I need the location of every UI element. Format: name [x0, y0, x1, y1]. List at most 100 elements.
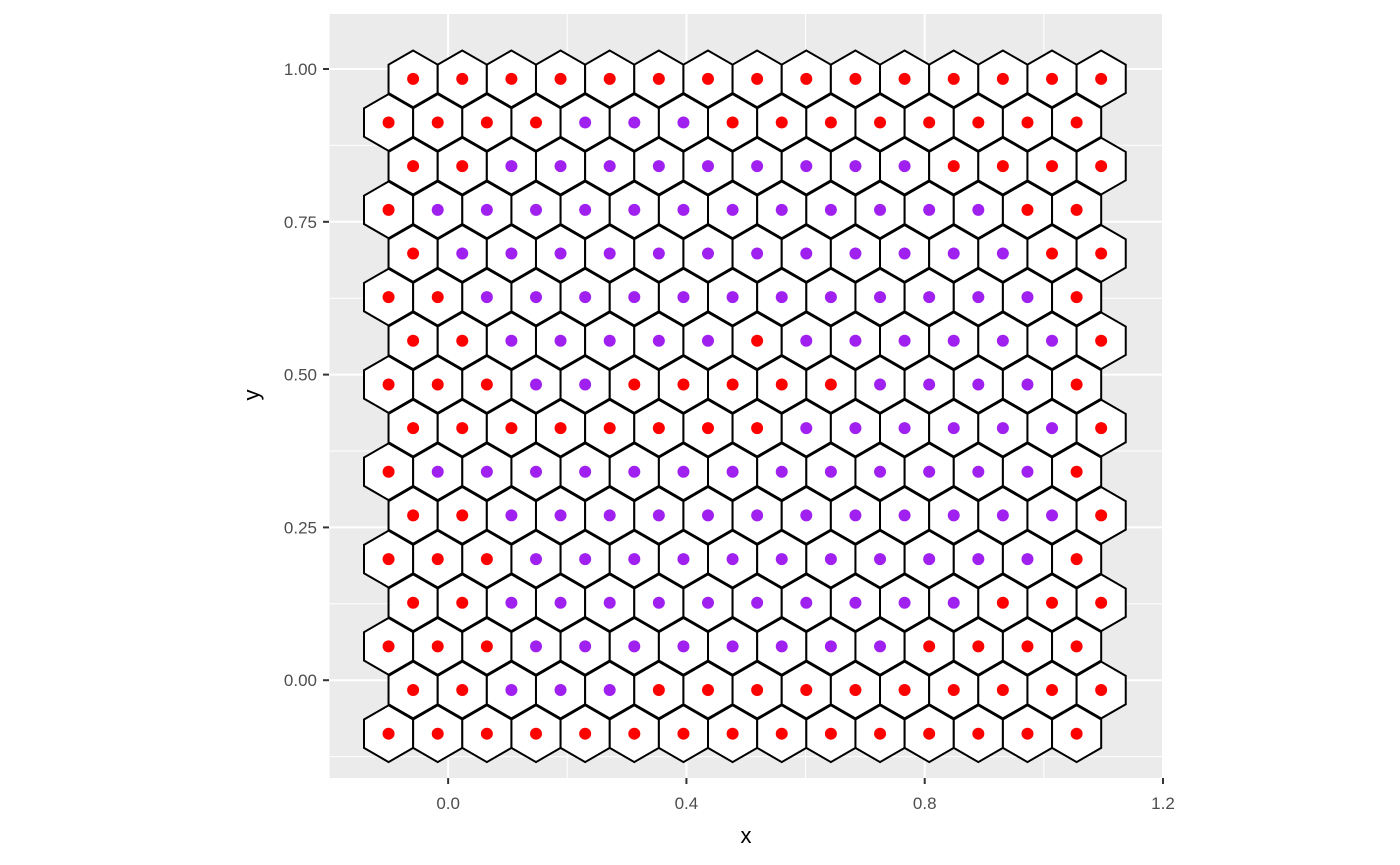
- data-point: [751, 160, 764, 173]
- data-point: [874, 378, 887, 391]
- data-point: [1070, 465, 1083, 478]
- data-point: [579, 553, 592, 566]
- data-point: [898, 596, 911, 609]
- data-point: [505, 334, 518, 347]
- data-point: [677, 727, 690, 740]
- data-point: [849, 247, 862, 260]
- data-point: [947, 72, 960, 85]
- data-point: [431, 116, 444, 129]
- data-point: [947, 684, 960, 697]
- data-point: [923, 116, 936, 129]
- data-point: [456, 684, 469, 697]
- data-point: [480, 116, 493, 129]
- data-point: [579, 291, 592, 304]
- data-point: [456, 509, 469, 522]
- data-point: [382, 553, 395, 566]
- data-point: [849, 509, 862, 522]
- data-point: [824, 553, 837, 566]
- data-point: [751, 509, 764, 522]
- data-point: [652, 334, 665, 347]
- data-point: [1046, 684, 1059, 697]
- data-point: [751, 247, 764, 260]
- data-point: [677, 378, 690, 391]
- data-point: [824, 465, 837, 478]
- data-point: [456, 334, 469, 347]
- data-point: [677, 203, 690, 216]
- data-point: [652, 509, 665, 522]
- data-point: [480, 727, 493, 740]
- data-point: [1021, 640, 1034, 653]
- data-point: [1070, 727, 1083, 740]
- x-tick-label: 1.2: [1151, 794, 1175, 813]
- data-point: [800, 422, 813, 435]
- data-point: [530, 640, 543, 653]
- data-point: [800, 247, 813, 260]
- data-point: [1095, 72, 1108, 85]
- data-point: [505, 72, 518, 85]
- data-point: [505, 247, 518, 260]
- data-point: [554, 509, 567, 522]
- data-point: [751, 596, 764, 609]
- data-point: [898, 247, 911, 260]
- data-point: [996, 247, 1009, 260]
- data-point: [431, 465, 444, 478]
- data-point: [701, 509, 714, 522]
- data-point: [996, 684, 1009, 697]
- data-point: [530, 116, 543, 129]
- data-point: [1070, 116, 1083, 129]
- x-axis-title: x: [741, 823, 752, 848]
- data-point: [726, 465, 739, 478]
- data-point: [824, 116, 837, 129]
- data-point: [652, 684, 665, 697]
- x-tick-label: 0.4: [675, 794, 699, 813]
- data-point: [800, 596, 813, 609]
- data-point: [923, 640, 936, 653]
- data-point: [1095, 334, 1108, 347]
- data-point: [972, 727, 985, 740]
- data-point: [1046, 509, 1059, 522]
- data-point: [775, 553, 788, 566]
- y-tick-label: 1.00: [284, 60, 317, 79]
- data-point: [505, 160, 518, 173]
- data-point: [603, 422, 616, 435]
- data-point: [1070, 553, 1083, 566]
- data-point: [701, 596, 714, 609]
- data-point: [603, 596, 616, 609]
- data-point: [407, 422, 420, 435]
- y-tick-label: 0.25: [284, 518, 317, 537]
- data-point: [849, 422, 862, 435]
- data-point: [1021, 465, 1034, 478]
- data-point: [1046, 596, 1059, 609]
- data-point: [382, 378, 395, 391]
- y-axis-title: y: [239, 390, 264, 401]
- data-point: [505, 422, 518, 435]
- data-point: [603, 684, 616, 697]
- data-point: [431, 378, 444, 391]
- data-point: [431, 291, 444, 304]
- data-point: [480, 465, 493, 478]
- data-point: [824, 203, 837, 216]
- data-point: [898, 160, 911, 173]
- data-point: [800, 509, 813, 522]
- data-point: [677, 291, 690, 304]
- data-point: [972, 291, 985, 304]
- data-point: [579, 116, 592, 129]
- data-point: [1095, 247, 1108, 260]
- data-point: [603, 72, 616, 85]
- data-point: [726, 378, 739, 391]
- data-point: [677, 553, 690, 566]
- data-point: [628, 203, 641, 216]
- data-point: [554, 72, 567, 85]
- data-point: [382, 640, 395, 653]
- data-point: [505, 509, 518, 522]
- data-point: [480, 203, 493, 216]
- data-point: [874, 553, 887, 566]
- data-point: [530, 465, 543, 478]
- data-point: [726, 291, 739, 304]
- point-layer: [382, 72, 1108, 740]
- data-point: [775, 640, 788, 653]
- data-point: [751, 334, 764, 347]
- data-point: [775, 727, 788, 740]
- data-point: [382, 203, 395, 216]
- data-point: [775, 203, 788, 216]
